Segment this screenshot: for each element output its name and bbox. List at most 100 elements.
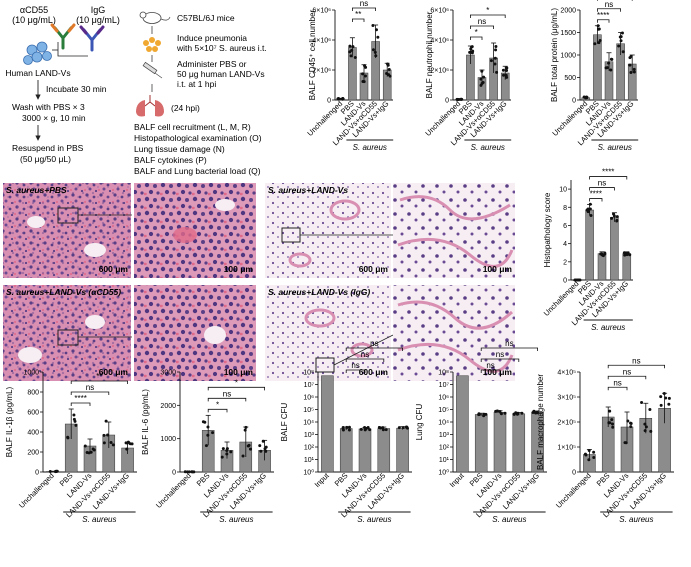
- data-point: [347, 428, 351, 432]
- y-axis-label: Histopathology score: [543, 192, 552, 267]
- y-tick-label: 10⁰: [303, 469, 314, 477]
- data-point: [586, 207, 590, 211]
- data-point: [643, 429, 647, 433]
- significance-bracket: [352, 7, 376, 11]
- data-point: [341, 426, 345, 430]
- significance-label: ns: [361, 350, 369, 359]
- data-point: [183, 470, 187, 474]
- significance-bracket: [589, 176, 628, 180]
- y-tick-label: 1000: [160, 436, 176, 443]
- y-tick-label: 0: [172, 470, 176, 477]
- bar: [512, 413, 526, 473]
- bar: [339, 428, 353, 473]
- data-point: [531, 411, 535, 415]
- significance-bracket: [607, 364, 665, 369]
- readout-item: BALF cell recruitment (L, M, R): [134, 122, 251, 132]
- data-point: [348, 50, 352, 54]
- data-point: [589, 214, 593, 218]
- syringe-icon: [142, 61, 163, 79]
- data-point: [363, 428, 367, 432]
- data-point: [618, 35, 622, 39]
- y-axis-label: BALF IL-6 (pg/mL): [141, 389, 150, 455]
- data-point: [640, 400, 644, 404]
- data-point: [592, 450, 596, 454]
- data-point: [221, 447, 225, 451]
- data-point: [111, 443, 115, 447]
- data-point: [104, 419, 108, 423]
- bar: [474, 414, 488, 473]
- zoom-box: [57, 329, 79, 346]
- data-point: [502, 73, 506, 77]
- data-point: [659, 395, 663, 399]
- significance-bracket: [480, 347, 538, 351]
- x-tick-label: Input: [313, 470, 332, 489]
- data-point: [648, 408, 652, 412]
- x-tick-label: Input: [448, 470, 467, 489]
- data-point: [622, 251, 626, 255]
- administer-line3: i.t. at 1 hpi: [177, 79, 216, 89]
- data-point: [592, 456, 596, 460]
- data-point: [494, 48, 498, 52]
- bar: [456, 375, 469, 473]
- data-point: [620, 31, 624, 35]
- scale-bar-label: 600 μm: [99, 367, 129, 377]
- y-tick-label: 10⁵: [438, 407, 449, 414]
- histology-label-land-vs: S. aureus+LAND-Vs: [268, 185, 348, 195]
- data-point: [368, 428, 372, 432]
- significance-label: ****: [74, 394, 86, 403]
- bar: [321, 375, 334, 473]
- bar: [396, 427, 409, 473]
- data-point: [376, 35, 380, 39]
- scale-bar-label: 100 μm: [483, 367, 513, 377]
- administer-line1: Administer PBS or: [177, 59, 247, 69]
- y-tick-label: 0: [572, 98, 576, 105]
- acd55-label-line1: αCD55: [20, 5, 48, 15]
- y-tick-label: 3000: [160, 370, 176, 377]
- data-point: [349, 54, 353, 58]
- data-point: [632, 70, 636, 74]
- data-point: [576, 278, 580, 282]
- data-point: [493, 56, 497, 60]
- data-point: [470, 45, 474, 49]
- data-point: [206, 425, 210, 429]
- y-tick-label: 800: [27, 390, 39, 397]
- data-point: [628, 56, 632, 60]
- scale-bar-label: 100 μm: [483, 264, 513, 274]
- x-tick-label: Unchallenged: [17, 471, 56, 510]
- significance-label: ns: [360, 0, 368, 8]
- y-axis-label: BALF IL-1β (pg/mL): [5, 386, 14, 457]
- histology-high-mag-pbs: [134, 183, 256, 278]
- significance-label: ns: [623, 367, 631, 376]
- data-point: [397, 426, 401, 430]
- significance-bracket: [470, 14, 506, 18]
- data-point: [190, 470, 194, 474]
- significance-bracket: [589, 198, 603, 202]
- y-axis-label: Lung CFU: [415, 404, 424, 441]
- data-point: [72, 413, 76, 417]
- data-point: [206, 433, 210, 437]
- data-point: [611, 425, 615, 429]
- data-point: [615, 215, 619, 219]
- significance-label: ns: [505, 339, 513, 348]
- data-point: [124, 441, 128, 445]
- significance-bracket: [607, 375, 647, 380]
- significance-bracket: [70, 380, 128, 384]
- data-point: [405, 425, 409, 429]
- y-tick-label: 3×10⁵: [557, 395, 576, 402]
- data-point: [482, 75, 486, 79]
- group-label: S. aureus: [219, 515, 253, 524]
- bar: [493, 412, 507, 473]
- significance-bracket: [597, 19, 610, 23]
- data-point: [628, 253, 632, 257]
- histology-label-igg: S. aureus+LAND-Vs (IgG): [268, 287, 370, 297]
- mouse-icon: [139, 11, 171, 24]
- acd55-antibody-icon: [50, 23, 76, 50]
- y-axis-label: BALF macrophage number: [536, 374, 545, 470]
- administer-line2: 50 μg human LAND-Vs: [177, 69, 265, 79]
- data-point: [598, 39, 602, 43]
- data-point: [109, 441, 113, 445]
- wash-line2: 3000 × g, 10 min: [22, 113, 86, 123]
